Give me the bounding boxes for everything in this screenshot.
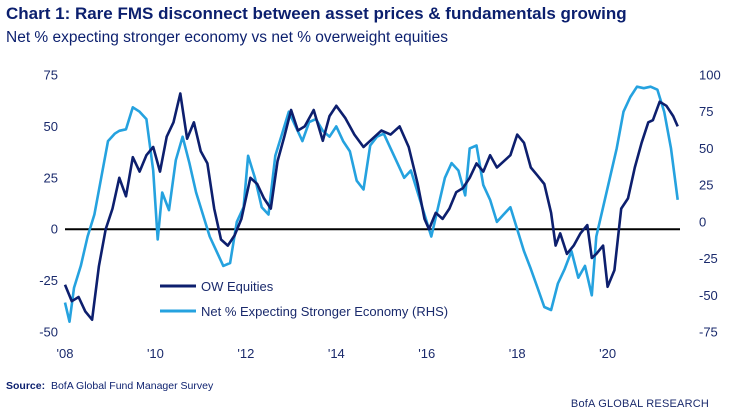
right-axis-ticks: 100 75 50 25 0 -25 -50 -75 xyxy=(699,68,721,340)
x-tick-label: '08 xyxy=(57,346,74,361)
legend-label-economy: Net % Expecting Stronger Economy (RHS) xyxy=(201,304,448,319)
x-tick-label: '12 xyxy=(237,346,254,361)
brand-label: BofA GLOBAL RESEARCH xyxy=(570,398,709,410)
left-tick-label: -25 xyxy=(39,273,58,288)
x-tick-label: '18 xyxy=(509,346,526,361)
chart-subtitle: Net % expecting stronger economy vs net … xyxy=(6,29,448,46)
x-tick-label: '16 xyxy=(418,346,435,361)
source-label: Source: xyxy=(6,380,46,392)
right-tick-label: 25 xyxy=(699,178,713,193)
left-axis-ticks: 75 50 25 0 -25 -50 xyxy=(39,68,58,340)
line-chart: 75 50 25 0 -25 -50 100 75 50 25 0 -25 -50 -75 '08 '10… xyxy=(39,68,721,362)
source-note: Source: BofA Global Fund Manager Survey xyxy=(6,380,213,392)
left-tick-label: 25 xyxy=(44,170,58,185)
left-tick-label: -50 xyxy=(39,325,58,340)
series-line-ow-equities xyxy=(63,92,679,321)
series-layer xyxy=(63,85,679,323)
x-tick-label: '20 xyxy=(599,346,616,361)
series-line-economy xyxy=(63,85,679,323)
right-tick-label: 75 xyxy=(699,104,713,119)
left-tick-label: 50 xyxy=(44,119,58,134)
right-tick-label: 50 xyxy=(699,141,713,156)
chart-title: Chart 1: Rare FMS disconnect between ass… xyxy=(6,4,627,23)
source-text: BofA Global Fund Manager Survey xyxy=(50,380,214,392)
legend: OW Equities Net % Expecting Stronger Eco… xyxy=(160,279,448,319)
x-tick-label: '14 xyxy=(328,346,345,361)
right-tick-label: 100 xyxy=(699,68,721,83)
right-tick-label: -50 xyxy=(699,288,718,303)
legend-label-ow-equities: OW Equities xyxy=(201,279,274,294)
right-tick-label: -75 xyxy=(699,325,718,340)
x-tick-label: '10 xyxy=(147,346,164,361)
x-axis-ticks: '08 '10 '12 '14 '16 '18 '20 xyxy=(57,346,617,361)
right-tick-label: -25 xyxy=(699,251,718,266)
right-tick-label: 0 xyxy=(699,214,706,229)
left-tick-label: 0 xyxy=(51,222,58,237)
left-tick-label: 75 xyxy=(44,68,58,83)
